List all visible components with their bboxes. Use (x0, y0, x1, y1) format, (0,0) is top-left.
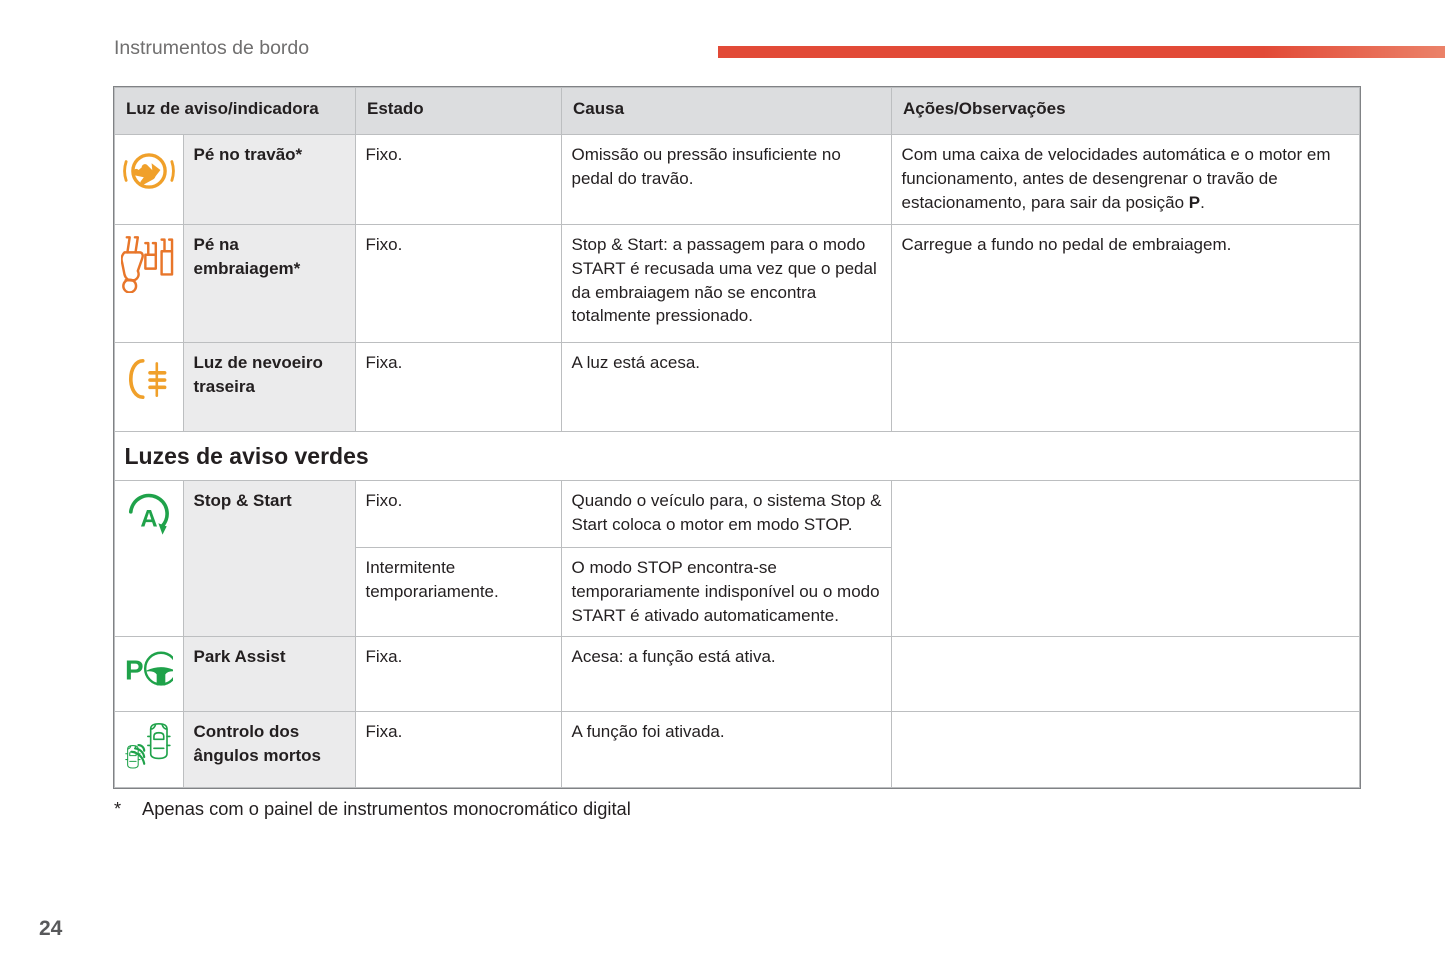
svg-text:P: P (125, 654, 144, 685)
svg-text:A: A (140, 506, 157, 533)
